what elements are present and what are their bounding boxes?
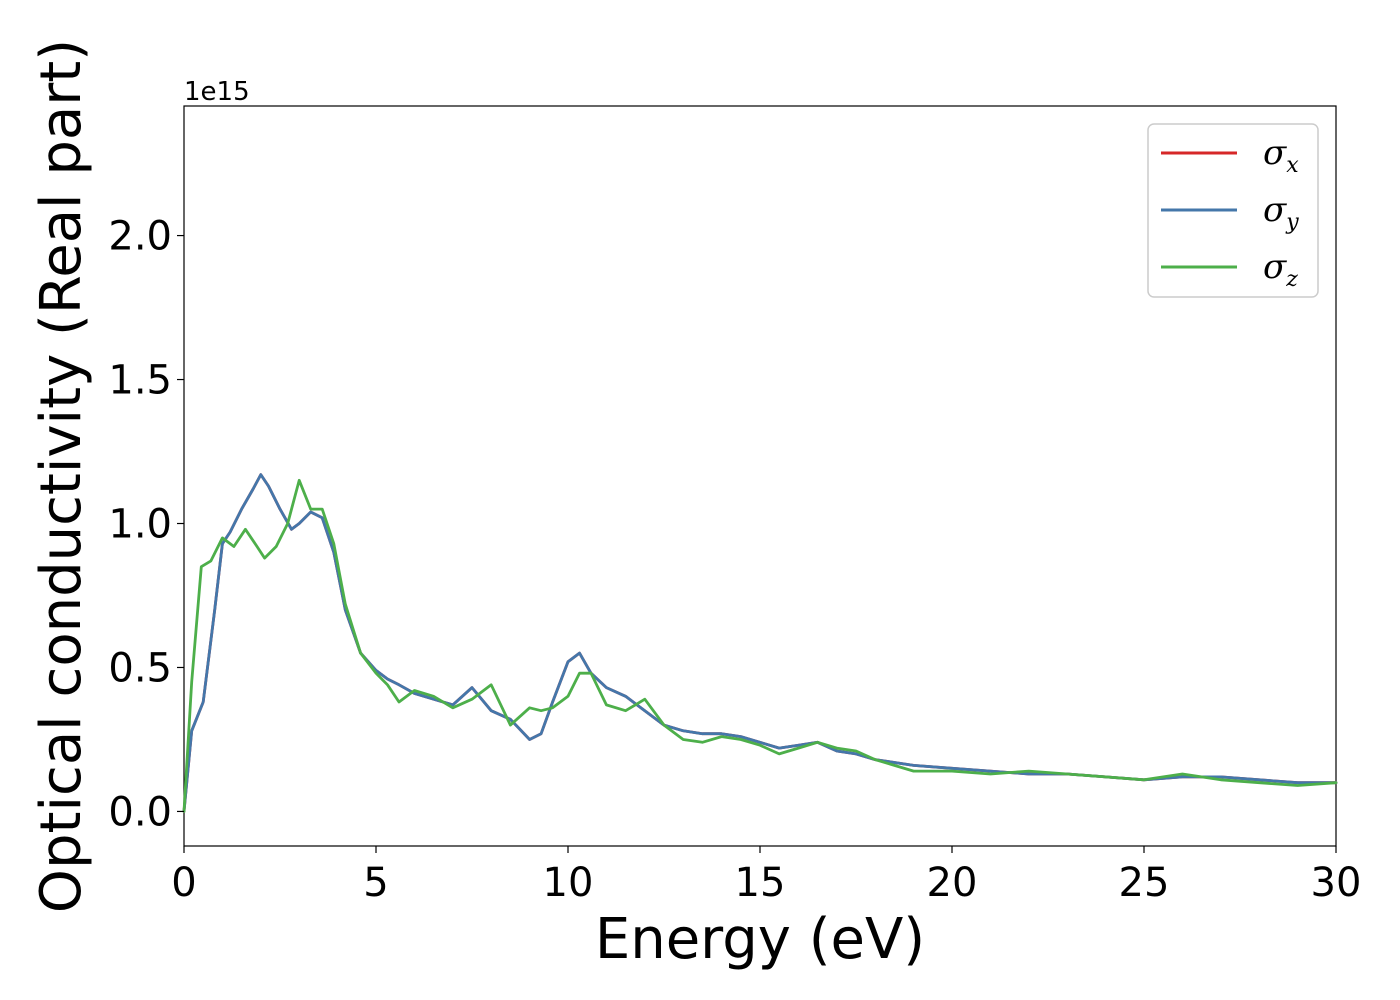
y-tick-label: 1.0: [108, 502, 172, 548]
legend-label-z: σz: [1263, 247, 1298, 292]
y-tick-label: 0.5: [108, 645, 172, 691]
x-tick-label: 15: [735, 860, 786, 906]
x-tick-label: 10: [543, 860, 594, 906]
legend-label-x: σx: [1263, 133, 1299, 178]
y-tick-label: 0.0: [108, 789, 172, 835]
y-axis-label: Optical conductivity (Real part): [29, 39, 94, 913]
series-lines: [182, 473, 1338, 813]
x-axis-label: Energy (eV): [595, 907, 925, 972]
x-tick-label: 5: [363, 860, 388, 906]
series-line-y: [182, 473, 1338, 813]
x-tick-label: 20: [927, 860, 978, 906]
x-tick-label: 25: [1119, 860, 1170, 906]
y-offset-label: 1e15: [184, 77, 250, 107]
legend-items: σx σy σz: [1161, 133, 1299, 292]
x-tick-label: 30: [1311, 860, 1362, 906]
legend-label-y: σy: [1263, 190, 1299, 235]
x-tick-label: 0: [171, 860, 196, 906]
plot-area: 0 5 10 15 20 25 30 0.0 0.5 1.0 1.5 2.0: [108, 105, 1361, 906]
y-axis-ticks: 0.0 0.5 1.0 1.5 2.0: [108, 214, 184, 835]
series-line-z: [182, 478, 1338, 813]
y-tick-label: 1.5: [108, 358, 172, 404]
axes-frame: [183, 105, 1337, 847]
x-axis-ticks: 0 5 10 15 20 25 30: [171, 846, 1361, 906]
legend: σx σy σz: [1147, 123, 1319, 298]
y-tick-label: 2.0: [108, 214, 172, 260]
